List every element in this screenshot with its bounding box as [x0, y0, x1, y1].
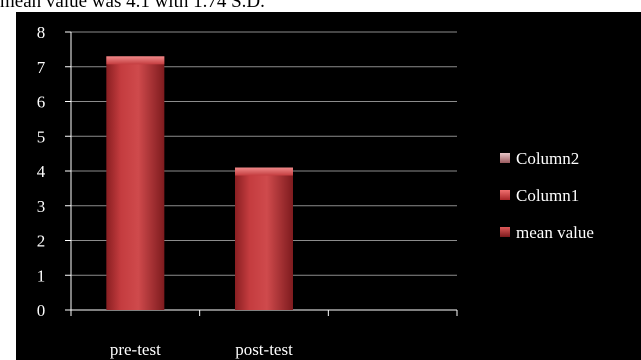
bar-pre-test — [106, 56, 165, 311]
y-tick-label: 2 — [37, 232, 46, 251]
chart-container: 0 1 2 3 4 5 6 7 8 pre-test post-test Column2 Column… — [16, 12, 641, 360]
legend-swatch — [500, 190, 510, 200]
legend-swatch — [500, 153, 510, 163]
legend-label: Column2 — [516, 149, 579, 168]
y-tick-label: 4 — [37, 162, 46, 181]
legend-label: mean value — [516, 223, 594, 242]
bar-top-highlight — [235, 167, 293, 176]
x-tick-label: pre-test — [110, 340, 161, 359]
y-tick-label: 6 — [37, 93, 46, 112]
y-tick-label: 5 — [37, 127, 46, 146]
bar-post-test — [235, 167, 293, 310]
bar-chart: 0 1 2 3 4 5 6 7 8 pre-test post-test Column2 Column… — [37, 23, 594, 359]
y-tick-label: 3 — [37, 197, 46, 216]
y-tick-label: 1 — [37, 266, 46, 285]
y-tick-label: 7 — [37, 58, 46, 77]
legend-swatch — [500, 227, 510, 237]
y-tick-label: 0 — [37, 301, 46, 320]
legend-label: Column1 — [516, 186, 579, 205]
bar-top-highlight — [106, 56, 165, 65]
x-tick-label: post-test — [235, 340, 293, 359]
caption-text: mean value was 4.1 with 1.74 S.D. — [0, 0, 265, 12]
y-tick-label: 8 — [37, 23, 46, 42]
